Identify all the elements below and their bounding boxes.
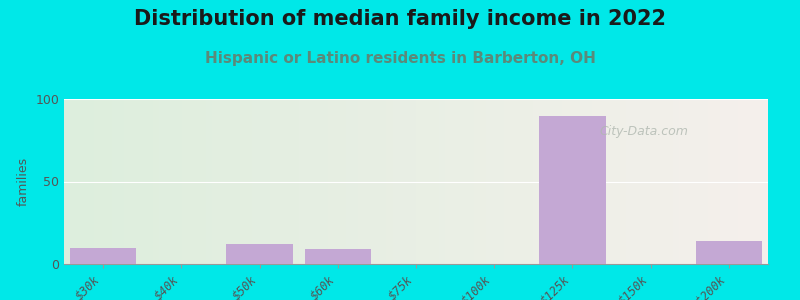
Text: City-Data.com: City-Data.com [599, 125, 688, 139]
Bar [539, 116, 606, 264]
Text: Hispanic or Latino residents in Barberton, OH: Hispanic or Latino residents in Barberto… [205, 51, 595, 66]
Text: Distribution of median family income in 2022: Distribution of median family income in … [134, 9, 666, 29]
Bar [696, 241, 762, 264]
Bar [70, 248, 136, 264]
Bar [226, 244, 293, 264]
Y-axis label: families: families [17, 157, 30, 206]
Bar [305, 249, 371, 264]
